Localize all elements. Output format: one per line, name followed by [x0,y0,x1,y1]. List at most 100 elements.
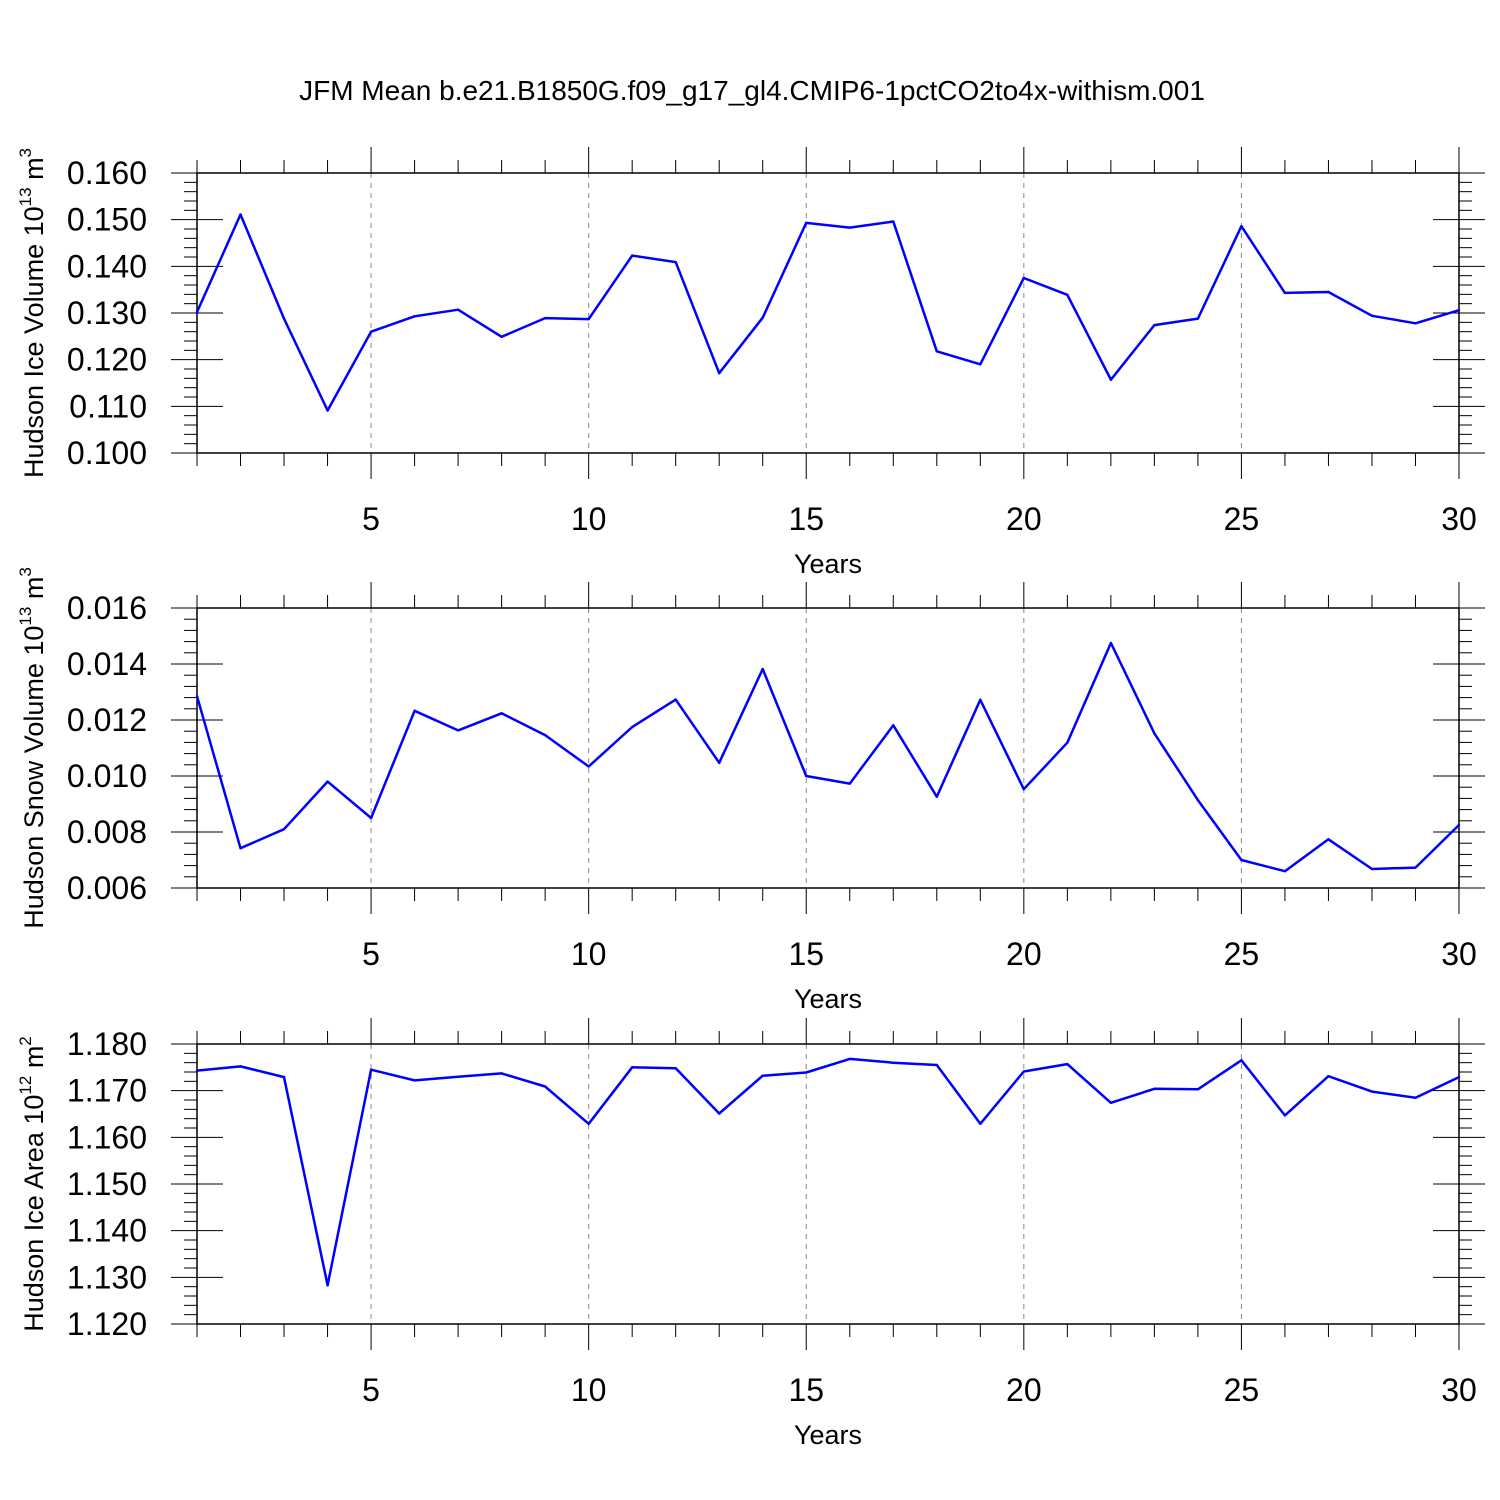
data-point [935,795,938,798]
data-point [718,761,721,765]
data-point [413,1079,416,1082]
data-point [1196,317,1200,320]
x-tick-label: 20 [1006,1372,1042,1408]
chart-panel-3: 1.120 1.130 1.140 1.150 1.160 1.170 1.180 5 10 15… [16,1018,1485,1450]
data-point [718,372,721,375]
x-tick-label: 25 [1224,501,1260,537]
data-point [1153,1087,1156,1091]
data-point [1109,378,1113,381]
plot-frame [196,607,1460,889]
data-point [674,1067,677,1070]
data-point [195,310,199,314]
data-point [282,828,286,831]
data-point [413,315,416,318]
x-tick-label: 5 [362,1372,380,1408]
data-point [848,226,851,229]
plot-frame [196,1043,1460,1325]
x-tick-label: 15 [788,936,824,972]
y-tick-label: 0.160 [67,155,147,191]
data-point [326,1284,329,1287]
y-tick-label: 0.012 [67,702,147,738]
x-tick-label: 15 [788,1372,824,1408]
data-point [1370,867,1374,871]
data-point [805,221,808,225]
data-point [239,1065,242,1068]
data-point [1240,225,1243,228]
x-tick-label: 5 [362,936,380,972]
data-point [500,335,503,338]
data-point [1327,838,1330,841]
y-tick-label: 0.140 [67,248,147,284]
data-point [979,698,982,702]
data-point [630,725,634,729]
x-axis-label: Years [794,984,862,1014]
data-point [892,220,895,223]
data-point [892,724,895,727]
data-point [1022,1070,1026,1073]
y-tick-label: 0.010 [67,758,147,794]
data-point [1153,323,1156,327]
data-point [543,1085,547,1088]
data-point [1022,276,1026,280]
data-point [630,1066,634,1069]
y-tick-label: 1.150 [67,1166,147,1202]
data-point [674,260,677,264]
y-tick-label: 1.170 [67,1073,147,1109]
series-line [195,213,1460,412]
x-tick-label: 30 [1441,501,1477,537]
data-point [979,1122,982,1126]
chart-panel-1: 0.100 0.110 0.120 0.130 0.140 0.150 0.160 5 10 15… [16,147,1485,579]
y-tick-label: 0.120 [67,342,147,378]
data-point [1240,1059,1243,1062]
x-tick-label: 5 [362,501,380,537]
data-point [543,316,547,320]
data-point [761,667,764,671]
data-point [369,330,373,333]
x-tick-label: 10 [571,501,607,537]
data-point [587,317,590,321]
data-point [674,698,677,701]
data-point [1283,870,1287,873]
data-point [1283,1114,1287,1117]
y-tick-label: 0.100 [67,435,147,471]
y-axis-label: Hudson Snow Volume 1013 m3 [16,567,49,929]
data-point [848,1057,851,1061]
data-point [456,308,460,311]
data-point [456,1075,460,1078]
data-point [1066,1062,1069,1066]
data-point [1240,858,1243,862]
y-tick-label: 0.014 [67,646,147,682]
data-point [282,317,286,320]
y-axis-label: Hudson Ice Area 1012 m2 [16,1036,49,1332]
data-point [805,774,808,778]
x-tick-label: 30 [1441,936,1477,972]
y-tick-label: 1.130 [67,1259,147,1295]
data-point [935,1063,938,1067]
y-tick-label: 0.150 [67,202,147,238]
data-point [1370,1090,1374,1093]
data-point [1066,741,1069,744]
data-point [1414,322,1417,325]
data-point [500,712,503,715]
y-tick-label: 0.008 [67,814,147,850]
y-tick-label: 0.016 [67,590,147,626]
x-tick-label: 15 [788,501,824,537]
data-point [761,1074,764,1077]
data-point [1283,291,1287,295]
data-point [935,350,938,353]
data-point [1109,1101,1113,1105]
data-point [500,1072,503,1075]
data-point [718,1112,721,1115]
data-point [1327,290,1330,294]
data-point [369,1068,373,1071]
y-tick-label: 1.160 [67,1119,147,1155]
data-point [326,409,329,412]
data-point [1327,1075,1330,1078]
y-axis-label: Hudson Ice Volume 1013 m3 [16,148,49,478]
plot-frame [196,172,1460,454]
data-point [195,1069,199,1072]
data-point [1457,309,1461,312]
figure-title: JFM Mean b.e21.B1850G.f09_g17_gl4.CMIP6-… [299,75,1205,106]
x-axis-label: Years [794,1420,862,1450]
